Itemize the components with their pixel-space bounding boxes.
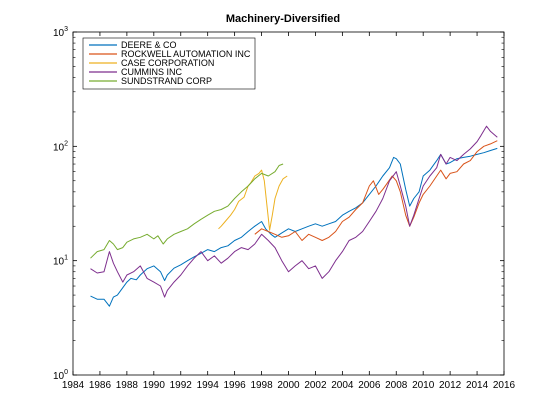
x-tick-label: 2008	[385, 380, 408, 391]
x-tick-label: 2014	[466, 380, 489, 391]
series-line-cummins-inc	[90, 125, 498, 298]
x-tick-label: 2012	[439, 380, 462, 391]
legend-label: CUMMINS INC	[121, 67, 182, 77]
x-tick-label: 1992	[170, 380, 193, 391]
series-layer	[90, 125, 498, 307]
x-tick-label: 2000	[277, 380, 300, 391]
legend-label: CASE CORPORATION	[121, 58, 214, 68]
x-tick-label: 1994	[197, 380, 220, 391]
x-tick-label: 2010	[412, 380, 435, 391]
y-axis: 100 101 102 103	[53, 26, 504, 382]
series-line-sundstrand-corp	[90, 163, 284, 259]
x-tick-label: 1988	[116, 380, 139, 391]
chart-title: Machinery-Diversified	[226, 13, 340, 25]
y-tick-label: 103	[53, 26, 68, 39]
x-tick-label: 1984	[62, 380, 85, 391]
y-tick-label: 101	[53, 255, 68, 268]
x-tick-label: 2006	[358, 380, 381, 391]
x-axis: 1984 1986 1988 1990 1992 1994 1996 1998 2000 2002…	[62, 32, 516, 391]
series-line-rockwell-automation-inc	[254, 140, 498, 241]
x-tick-label: 1998	[250, 380, 273, 391]
legend-label: DEERE & CO	[121, 40, 177, 50]
x-tick-label: 2016	[493, 380, 516, 391]
y-tick-label: 100	[53, 369, 68, 382]
legend-label: SUNDSTRAND CORP	[121, 76, 212, 86]
series-line-case-corporation	[218, 169, 288, 231]
y-tick-label: 102	[53, 140, 68, 153]
x-tick-label: 1990	[143, 380, 166, 391]
x-tick-label: 2002	[304, 380, 327, 391]
x-tick-label: 2004	[331, 380, 354, 391]
x-tick-label: 1996	[224, 380, 247, 391]
legend-label: ROCKWELL AUTOMATION INC	[121, 49, 251, 59]
series-line-deere-co	[90, 147, 498, 307]
x-tick-label: 1986	[89, 380, 112, 391]
